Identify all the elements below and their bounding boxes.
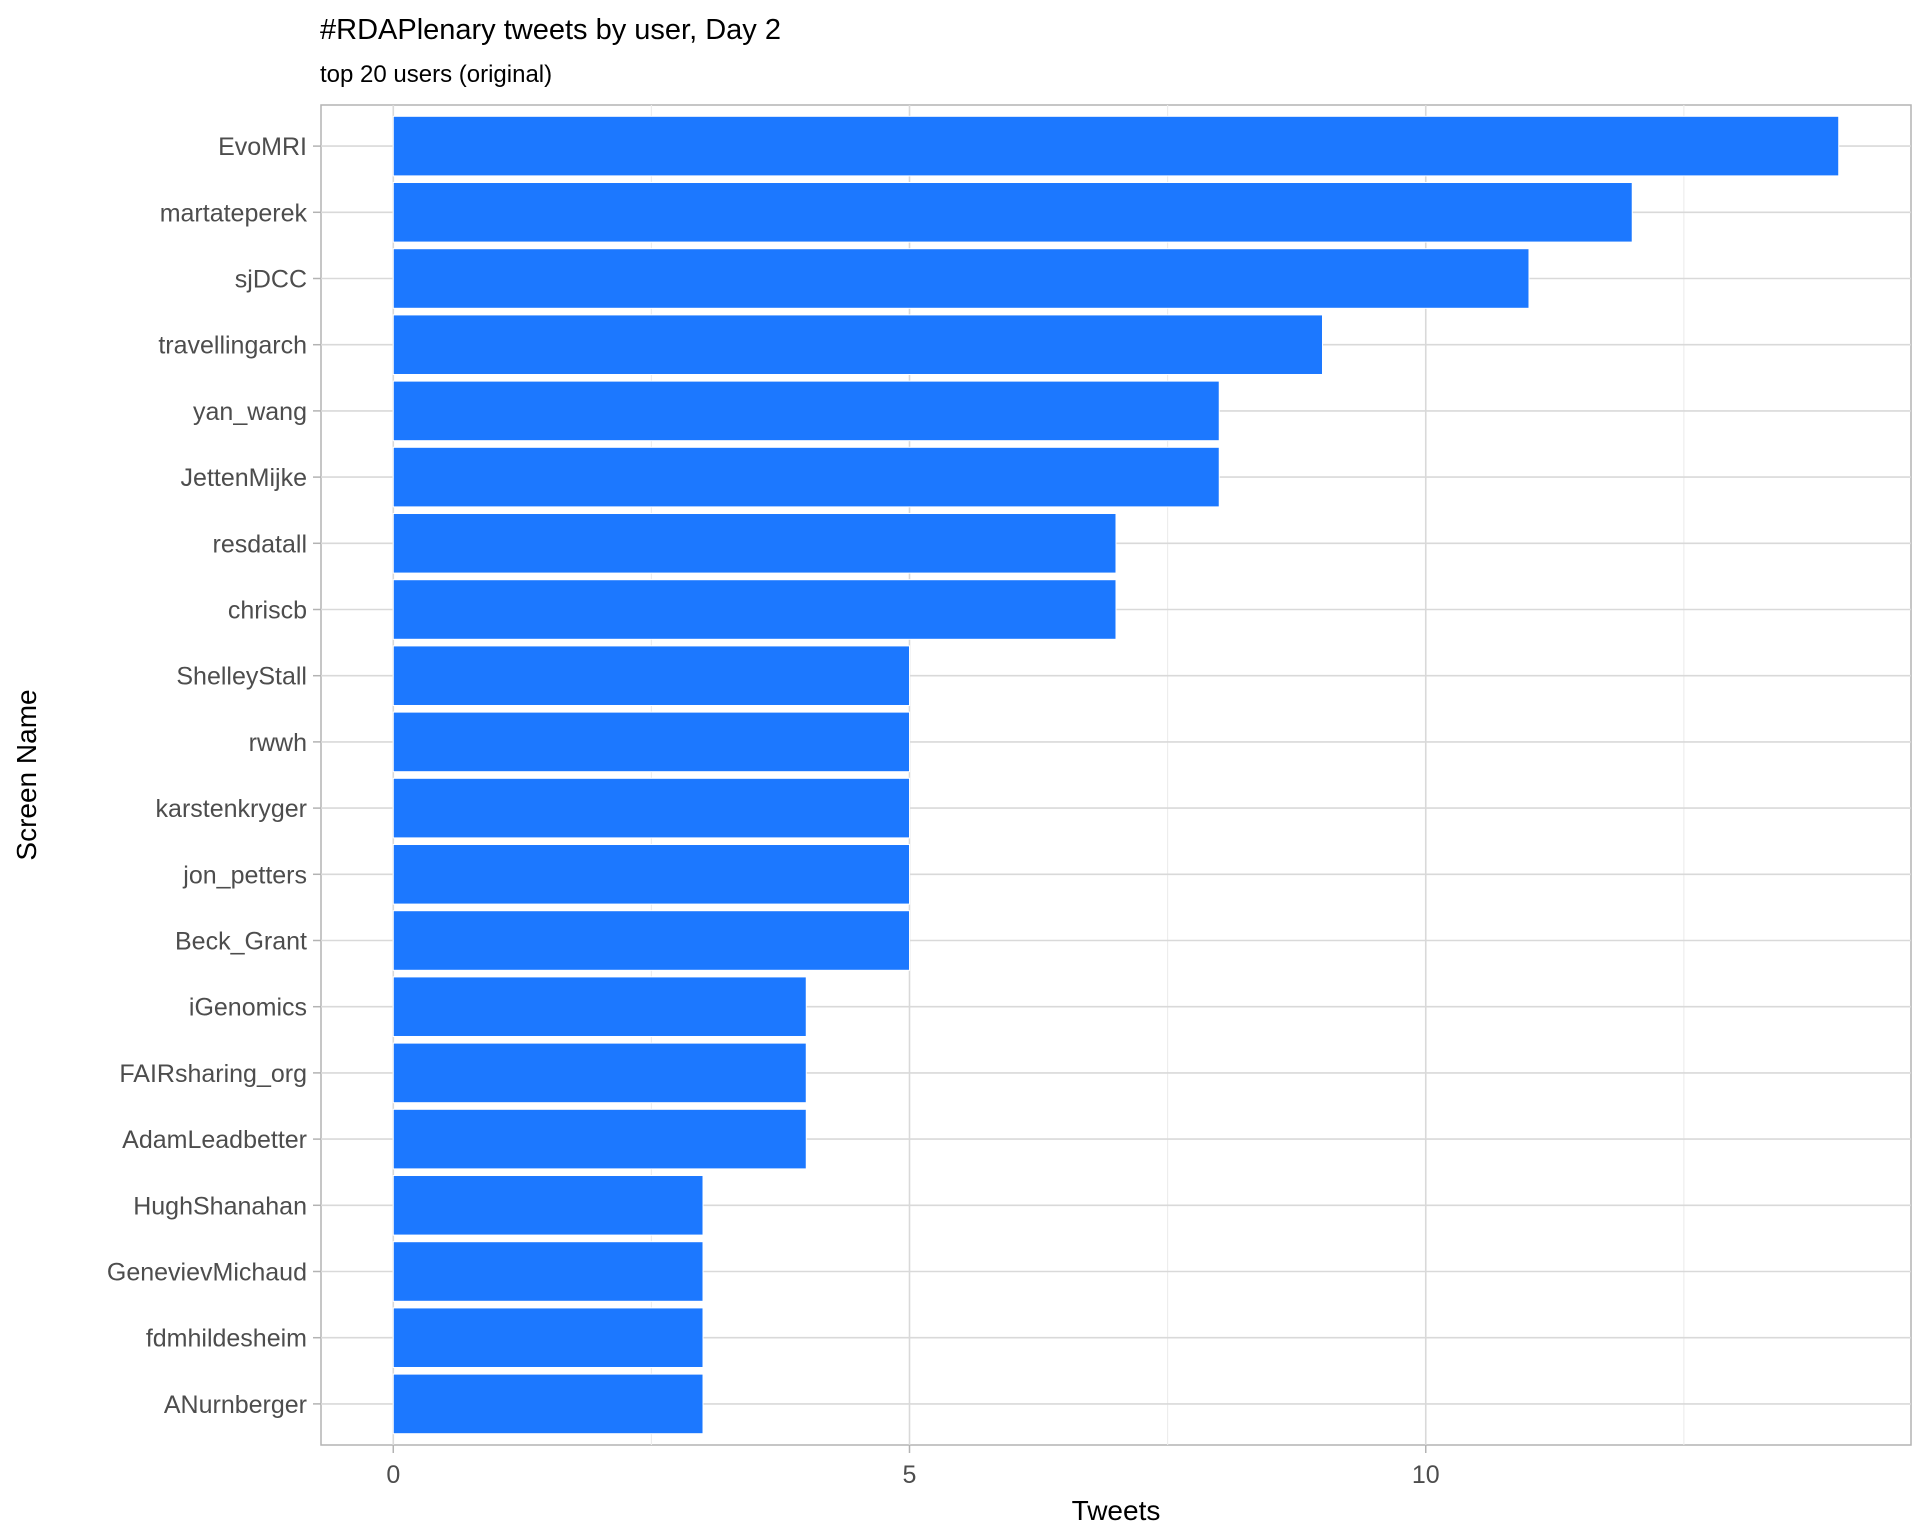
y-tick-label: ANurnberger	[164, 1391, 307, 1419]
bar	[392, 579, 1117, 640]
y-tick-label: AdamLeadbetter	[122, 1126, 307, 1154]
bar	[392, 1175, 704, 1236]
x-axis-title: Tweets	[1072, 1495, 1161, 1526]
bar	[392, 115, 1840, 177]
y-tick-label: karstenkryger	[156, 795, 307, 823]
y-tick-label: GenevievMichaud	[107, 1259, 307, 1287]
x-tick-label: 5	[903, 1461, 917, 1489]
y-tick-label: ShelleyStall	[176, 663, 307, 691]
bar	[392, 910, 911, 971]
y-tick-labels: EvoMRI martateperek sjDCC travellingarch yan…	[107, 133, 321, 1419]
bar	[392, 314, 1323, 375]
bar	[392, 711, 911, 773]
y-tick-label: fdmhildesheim	[146, 1325, 307, 1353]
bar	[392, 182, 1633, 243]
y-axis-title: Screen Name	[11, 689, 42, 860]
y-tick-label: resdatall	[213, 530, 308, 558]
bar	[392, 513, 1117, 574]
bar	[392, 1241, 704, 1302]
x-tick-labels: 0 5 10	[386, 1445, 1440, 1489]
bar	[392, 976, 807, 1037]
bar	[392, 1307, 704, 1368]
bar	[392, 1042, 807, 1104]
y-tick-label: JettenMijke	[181, 464, 307, 492]
y-tick-label: HughShanahan	[133, 1192, 307, 1220]
bars	[392, 115, 1840, 1435]
y-tick-label: sjDCC	[235, 266, 307, 294]
y-tick-label: yan_wang	[193, 398, 307, 426]
bar	[392, 1108, 807, 1170]
y-tick-label: Beck_Grant	[175, 928, 307, 956]
y-tick-label: rwwh	[249, 729, 307, 757]
x-tick-label: 10	[1412, 1461, 1440, 1489]
y-tick-label: martateperek	[160, 199, 308, 227]
bar	[392, 645, 911, 706]
bar	[392, 380, 1220, 442]
y-tick-label: chriscb	[228, 597, 307, 625]
y-tick-label: FAIRsharing_org	[119, 1060, 307, 1088]
bar	[392, 777, 911, 839]
y-tick-label: jon_petters	[182, 861, 307, 889]
bar	[392, 446, 1220, 508]
bar	[392, 248, 1530, 309]
bar	[392, 844, 911, 905]
x-tick-label: 0	[386, 1461, 400, 1489]
bar	[392, 1373, 704, 1435]
y-tick-label: iGenomics	[189, 994, 307, 1022]
chart-subtitle: top 20 users (original)	[320, 61, 552, 88]
y-tick-label: EvoMRI	[218, 133, 307, 161]
chart-title: #RDAPlenary tweets by user, Day 2	[320, 14, 781, 46]
y-tick-label: travellingarch	[158, 332, 307, 360]
